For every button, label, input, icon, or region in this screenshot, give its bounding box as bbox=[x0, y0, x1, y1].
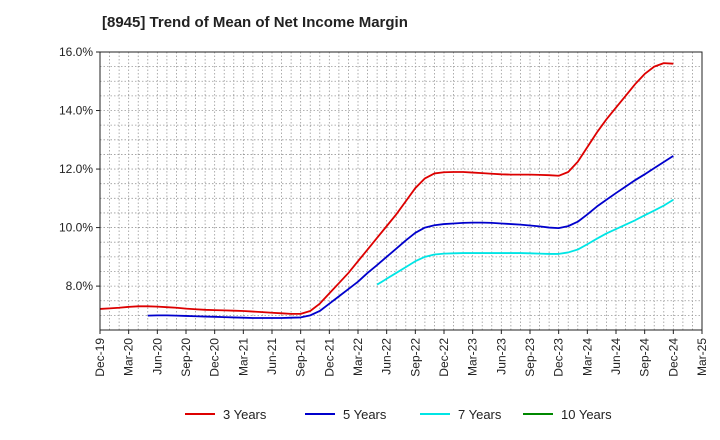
legend: 3 Years 5 Years 7 Years 10 Years bbox=[185, 407, 612, 422]
x-tick-label: Sep-24 bbox=[638, 338, 652, 377]
y-tick-label: 16.0% bbox=[59, 45, 93, 59]
x-tick-label: Jun-21 bbox=[265, 338, 279, 375]
legend-label: 5 Years bbox=[343, 407, 387, 422]
x-tick-label: Mar-20 bbox=[122, 338, 136, 376]
x-tick-label: Mar-21 bbox=[236, 338, 250, 376]
x-tick-label: Mar-24 bbox=[580, 338, 594, 376]
x-tick-label: Sep-20 bbox=[179, 338, 193, 377]
grid bbox=[100, 52, 702, 330]
y-tick-label: 8.0% bbox=[66, 279, 94, 293]
y-tick-label: 12.0% bbox=[59, 162, 93, 176]
x-tick-label: Dec-23 bbox=[552, 338, 566, 377]
chart-title: [8945] Trend of Mean of Net Income Margi… bbox=[102, 14, 408, 31]
legend-label: 10 Years bbox=[561, 407, 612, 422]
x-tick-label: Jun-22 bbox=[380, 338, 394, 375]
legend-label: 3 Years bbox=[223, 407, 267, 422]
series-line-5-years bbox=[147, 155, 674, 319]
x-tick-label: Sep-21 bbox=[294, 338, 308, 377]
x-tick-label: Mar-25 bbox=[695, 338, 709, 376]
x-tick-label: Sep-23 bbox=[523, 338, 537, 377]
x-tick-label: Dec-20 bbox=[208, 338, 222, 377]
x-tick-label: Mar-23 bbox=[466, 338, 480, 376]
x-tick-label: Sep-22 bbox=[408, 338, 422, 377]
y-axis-ticks: 8.0% 10.0% 12.0% 14.0% 16.0% bbox=[59, 45, 100, 293]
x-tick-label: Dec-21 bbox=[322, 338, 336, 377]
x-tick-label: Jun-23 bbox=[494, 338, 508, 375]
x-tick-label: Dec-22 bbox=[437, 338, 451, 377]
series-lines bbox=[99, 62, 674, 319]
legend-label: 7 Years bbox=[458, 407, 502, 422]
x-tick-label: Dec-19 bbox=[93, 338, 107, 377]
y-tick-label: 14.0% bbox=[59, 104, 93, 118]
plot-frame bbox=[99, 51, 703, 331]
x-tick-label: Mar-22 bbox=[351, 338, 365, 376]
x-axis-ticks: Dec-19 Mar-20 Jun-20 Sep-20 Dec-20 Mar-21 Jun-… bbox=[93, 330, 709, 377]
x-tick-label: Jun-24 bbox=[609, 338, 623, 375]
x-tick-label: Jun-20 bbox=[150, 338, 164, 375]
y-tick-label: 10.0% bbox=[59, 221, 93, 235]
series-line-3-years bbox=[99, 62, 674, 315]
series-line-7-years bbox=[376, 199, 674, 286]
x-tick-label: Dec-24 bbox=[666, 338, 680, 377]
